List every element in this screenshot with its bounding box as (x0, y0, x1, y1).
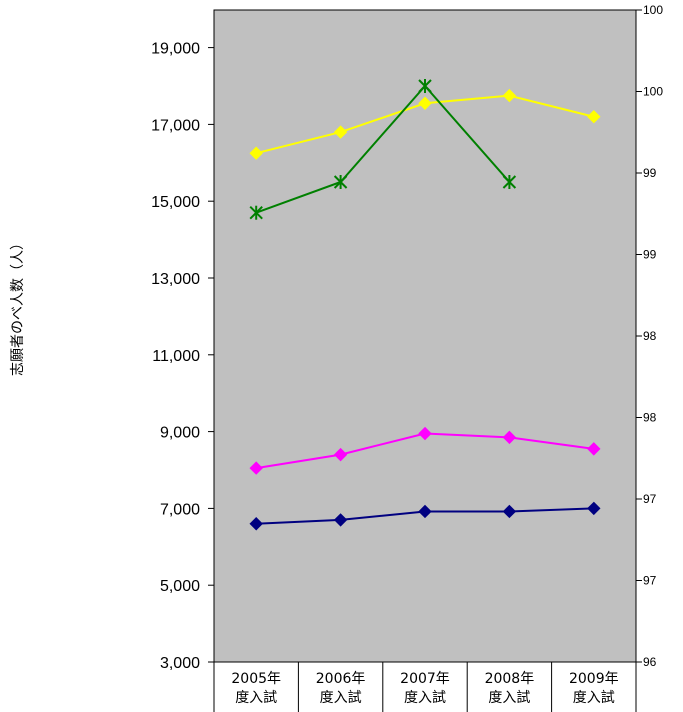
right-tick-label: 100 (643, 85, 663, 99)
category-label-line: 度入試 (573, 690, 615, 706)
category-label-line: 2009年 (569, 671, 619, 687)
data-point-marker (587, 110, 601, 124)
data-point-marker (249, 146, 263, 160)
data-point-marker (418, 96, 432, 110)
plot-area (213, 9, 637, 663)
data-point-marker (502, 88, 517, 103)
right-tick-label: 98 (643, 329, 657, 343)
category-label-line: 2008年 (485, 671, 535, 687)
y-axis-label: 志願者のべ人数（人） (10, 236, 26, 376)
data-point-marker (333, 513, 348, 527)
series-group (249, 79, 601, 531)
right-tick-label: 97 (643, 574, 657, 588)
left-tick-label: 7,000 (160, 501, 200, 518)
data-point-marker (249, 205, 263, 220)
left-axis: 3,000 5,000 7,000 9,000 11,000 13,000 15,000 17… (151, 41, 214, 672)
left-tick-label: 11,000 (152, 348, 200, 365)
category-label-line: 2006年 (316, 671, 366, 687)
data-point-marker (587, 501, 601, 516)
data-point-marker (502, 430, 517, 445)
right-tick-label: 98 (643, 411, 657, 425)
category-label-line: 度入試 (488, 690, 530, 706)
right-tick-label: 99 (643, 166, 657, 180)
data-point-marker (333, 125, 348, 139)
category-label: 2009年度入試 (569, 671, 619, 706)
left-tick-label: 3,000 (160, 655, 200, 672)
left-tick-label: 5,000 (160, 578, 200, 595)
category-label: 2007年度入試 (400, 671, 450, 706)
data-point-marker (418, 426, 432, 441)
right-tick-label: 99 (643, 248, 657, 262)
data-point-marker (502, 504, 517, 519)
left-tick-label: 15,000 (151, 194, 200, 211)
category-label-line: 2007年 (400, 671, 450, 687)
category-label: 2006年度入試 (316, 671, 366, 706)
right-axis: 96 97 97 98 98 99 99 100 100 (636, 3, 663, 669)
data-point-marker (333, 447, 348, 462)
data-point-marker (249, 461, 263, 475)
data-point-marker (418, 504, 432, 519)
category-label-line: 度入試 (235, 690, 277, 706)
left-tick-label: 13,000 (151, 271, 200, 288)
left-tick-label: 9,000 (160, 425, 200, 442)
data-point-marker (502, 175, 517, 189)
right-tick-label: 97 (643, 492, 657, 506)
category-label-line: 度入試 (404, 690, 446, 706)
series-line (255, 84, 511, 214)
category-label-line: 2005年 (231, 671, 281, 687)
category-label-line: 度入試 (320, 690, 362, 706)
data-point-marker (249, 517, 263, 531)
left-tick-label: 17,000 (151, 117, 200, 134)
category-label: 2008年度入試 (485, 671, 535, 706)
right-tick-label: 96 (643, 655, 657, 669)
category-label: 2005年度入試 (231, 671, 281, 706)
left-tick-label: 19,000 (151, 41, 200, 58)
data-point-marker (418, 79, 432, 93)
data-point-marker (333, 175, 348, 189)
right-tick-label: 100 (643, 3, 663, 17)
data-point-marker (587, 442, 601, 456)
